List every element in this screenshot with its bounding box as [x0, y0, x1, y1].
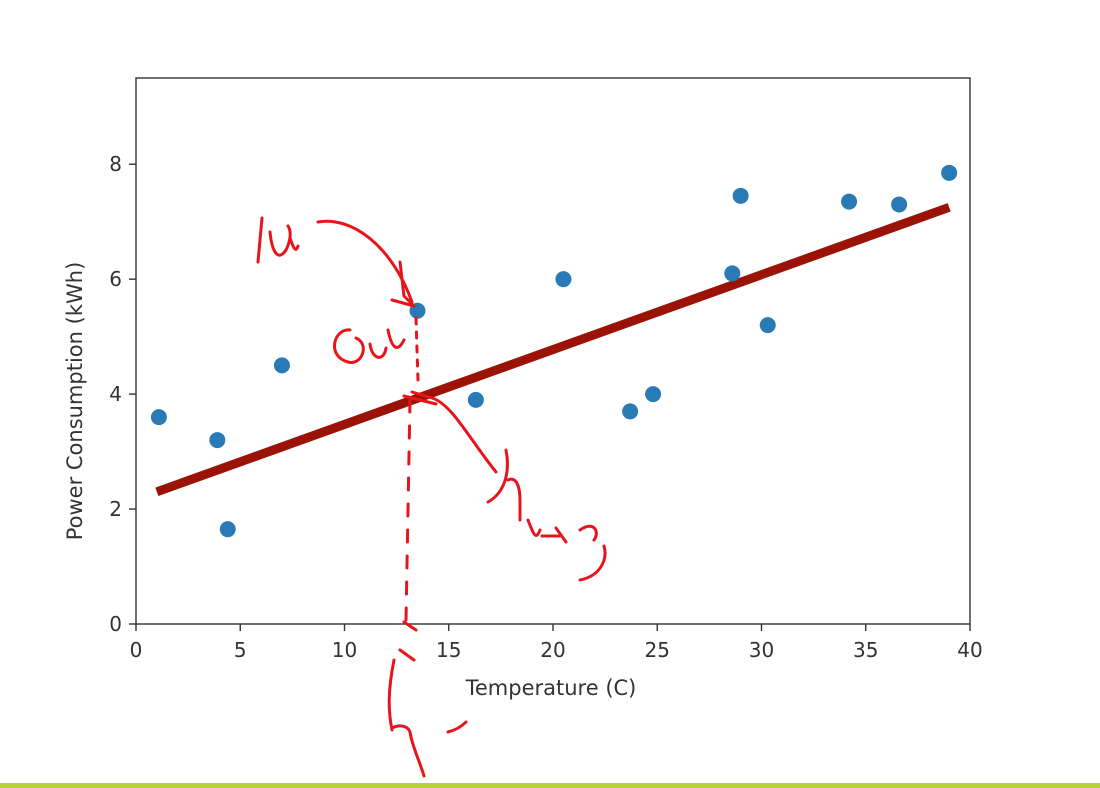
bottom-accent-bar: [0, 783, 1100, 788]
y-tick-label: 8: [109, 152, 122, 176]
data-point: [467, 391, 484, 408]
data-point: [759, 317, 776, 334]
y-tick-label: 4: [109, 382, 122, 406]
y-tick-label: 6: [109, 267, 122, 291]
data-point: [150, 409, 167, 426]
regression-line: [155, 203, 951, 497]
data-point: [209, 432, 226, 449]
y-tick-label: 2: [109, 497, 122, 521]
x-tick-label: 10: [332, 638, 357, 662]
data-point: [645, 386, 662, 403]
handwritten-annotations: [256, 216, 607, 778]
data-point: [273, 357, 290, 374]
x-tick-label: 5: [234, 638, 247, 662]
data-point: [941, 164, 958, 181]
y-axis-label: Power Consumption (kWh): [63, 262, 87, 541]
plot-area: 0 5 10 15 20 25 30 35 40 0 2 4 6 8 Temperature (C) Powe…: [63, 77, 983, 700]
data-point: [219, 521, 236, 538]
data-point: [555, 271, 572, 288]
x-tick-label: 15: [436, 638, 461, 662]
x-tick-label: 30: [749, 638, 774, 662]
x-tick-label: 40: [957, 638, 982, 662]
x-tick-label: 0: [130, 638, 143, 662]
x-axis-label: Temperature (C): [465, 676, 637, 700]
data-point: [732, 187, 749, 204]
x-tick-label: 25: [645, 638, 670, 662]
data-point: [841, 193, 858, 210]
data-point: [724, 265, 741, 282]
y-tick-label: 0: [109, 612, 122, 636]
x-tick-label: 20: [540, 638, 565, 662]
data-point: [891, 196, 908, 213]
data-point: [622, 403, 639, 420]
x-tick-label: 35: [853, 638, 878, 662]
